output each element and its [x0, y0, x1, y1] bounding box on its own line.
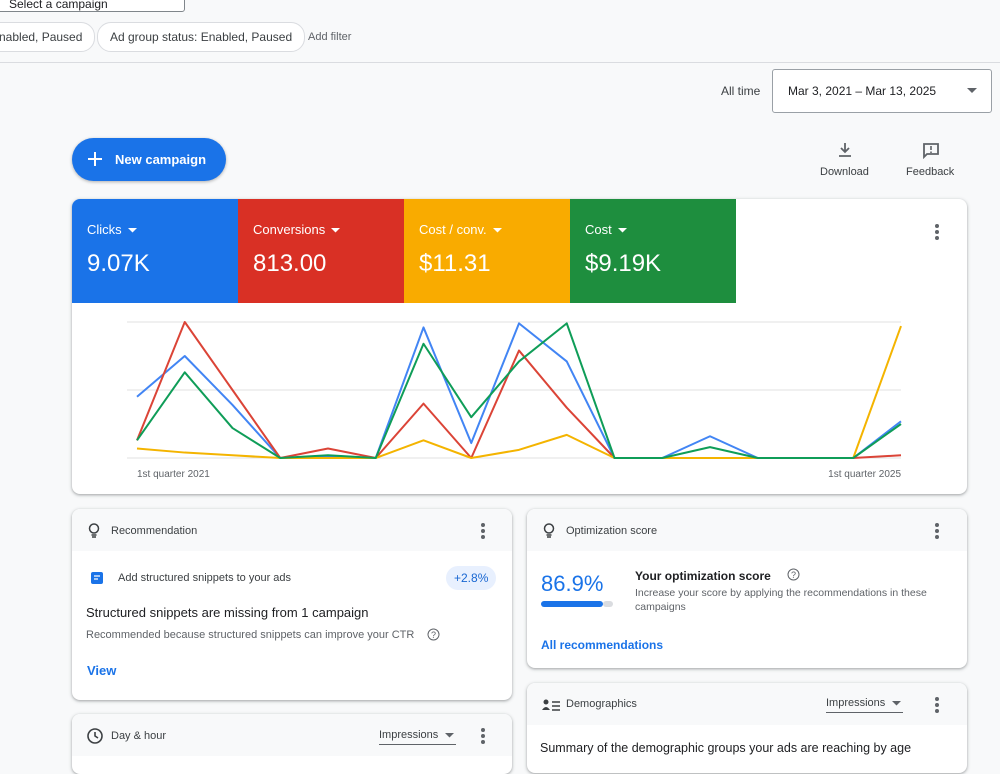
dropdown-icon: [492, 228, 502, 233]
score-value: 86.9%: [541, 571, 604, 596]
snippet-icon: [91, 572, 103, 584]
recommendations-link[interactable]: All recommendations: [541, 638, 664, 652]
dropdown-icon: [617, 228, 627, 233]
feedback-button[interactable]: Feedback: [904, 142, 958, 182]
date-picker[interactable]: Mar 3, 2021 – Mar 13, 2025: [772, 69, 992, 113]
metric-value: $9.19K: [585, 250, 662, 277]
dropdown-icon: [892, 701, 901, 706]
filter-chip[interactable]: nabled, Paused: [0, 22, 96, 52]
metric-tile[interactable]: Clicks 9.07K: [72, 199, 238, 303]
page: Select a campaign nabled, Paused Ad grou…: [0, 0, 1000, 755]
x-tick-label: 1st quarter 2021: [137, 469, 210, 480]
svg-text:?: ?: [791, 570, 796, 580]
metric-value: 9.07K: [87, 250, 150, 277]
dropdown-icon: [331, 228, 341, 233]
score-heading: Your optimization score: [635, 569, 771, 583]
day-hour-card: Day & hour Impressions: [72, 714, 512, 774]
more-menu[interactable]: [935, 697, 939, 715]
card-title: Day & hour: [111, 730, 167, 742]
underline: [826, 712, 903, 713]
metric-value: 813.00: [253, 250, 327, 277]
metric-value: $11.31: [419, 250, 491, 277]
rec-item: Add structured snippets to your ads: [118, 572, 292, 584]
metric-tile[interactable]: Cost / conv. $11.31: [404, 199, 570, 303]
metric-name: Cost: [585, 222, 627, 237]
metric-tile[interactable]: Cost $9.19K: [570, 199, 736, 303]
more-menu[interactable]: [935, 523, 939, 541]
series-line: [136, 322, 902, 459]
metric-select[interactable]: Impressions: [826, 697, 886, 709]
score-description: Increase your score by applying the reco…: [635, 587, 927, 613]
rec-reason: Recommended because structured snippets …: [86, 629, 415, 641]
metric-name: Conversions: [253, 222, 341, 237]
card-header: [72, 509, 512, 551]
more-menu[interactable]: [481, 728, 485, 746]
x-tick-label: 1st quarter 2025: [828, 469, 901, 480]
uplift-badge: +2.8%: [446, 566, 497, 590]
feedback-icon: [923, 143, 939, 159]
bulb-icon: [543, 523, 555, 538]
line-chart: 1st quarter 2021 1st quarter 2025: [127, 321, 902, 480]
clock-icon: [87, 728, 103, 744]
optimization-card: Optimization score 86.9% Your optimizati…: [527, 509, 967, 668]
dropdown-icon: [967, 88, 977, 93]
new-campaign-button[interactable]: New campaign: [72, 138, 226, 181]
download-icon: [839, 143, 851, 157]
download-label: Download: [820, 166, 869, 178]
score-bar-rest: [603, 601, 613, 607]
more-menu[interactable]: [481, 523, 485, 541]
metric-select[interactable]: Impressions: [379, 729, 439, 741]
underline: [379, 744, 456, 745]
rec-heading: Structured snippets are missing from 1 c…: [86, 605, 369, 620]
metric-name: Cost / conv.: [419, 222, 502, 237]
card-header: [527, 683, 967, 725]
date-label: All time: [721, 84, 761, 98]
filter-chip[interactable]: Ad group status: Enabled, Paused: [97, 22, 306, 52]
more-menu[interactable]: [935, 224, 939, 242]
metric-name: Clicks: [87, 222, 137, 237]
metric-tile[interactable]: Conversions 813.00: [238, 199, 404, 303]
add-filter[interactable]: Add filter: [308, 31, 352, 43]
feedback-label: Feedback: [906, 166, 955, 178]
dropdown-icon: [445, 733, 454, 738]
series-line: [136, 322, 902, 459]
demographics-summary: Summary of the demographic groups your a…: [540, 741, 912, 755]
download-button[interactable]: Download: [818, 142, 872, 182]
recommendation-card: Recommendation Add structured snippets t…: [72, 509, 512, 700]
plus-icon: [88, 152, 102, 166]
chart-card: Clicks 9.07K Conversions 813.00 Cost / conv.…: [72, 199, 967, 494]
divider: [0, 62, 1000, 63]
series-line: [136, 325, 902, 459]
campaign-select[interactable]: Select a campaign: [0, 0, 185, 12]
demographics-card: Demographics Impressions Summary of the …: [527, 683, 967, 773]
card-title: Optimization score: [566, 525, 658, 537]
button-label: New campaign: [115, 152, 207, 167]
help-icon[interactable]: ?: [427, 628, 440, 641]
view-link[interactable]: View: [87, 663, 117, 678]
score-bar: [541, 601, 603, 607]
date-value: Mar 3, 2021 – Mar 13, 2025: [788, 84, 937, 98]
svg-text:?: ?: [431, 630, 436, 640]
bulb-icon: [88, 523, 100, 538]
card-header: [527, 509, 967, 551]
card-header: [72, 714, 512, 756]
card-title: Demographics: [566, 698, 637, 710]
demographics-icon: [542, 699, 560, 711]
dropdown-icon: [127, 228, 137, 233]
card-title: Recommendation: [111, 525, 198, 537]
help-icon[interactable]: ?: [787, 568, 800, 581]
